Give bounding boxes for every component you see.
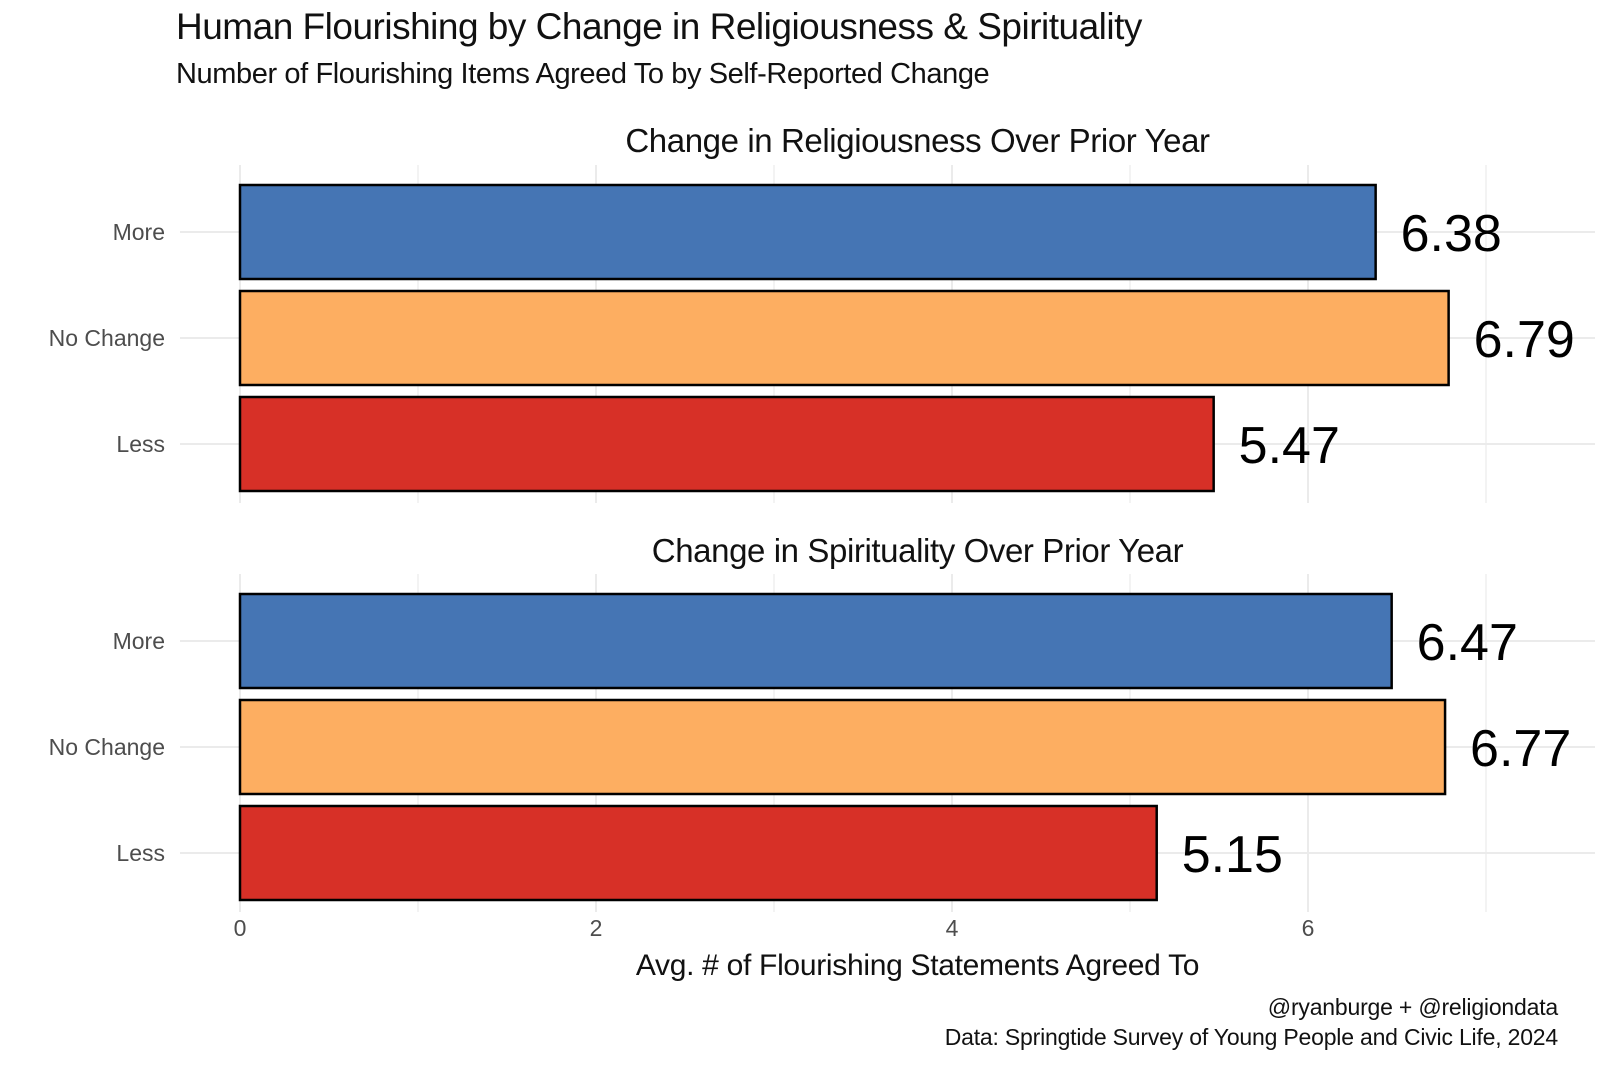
data-label: 5.15: [1182, 826, 1283, 884]
x-tick-label: 2: [590, 915, 603, 941]
category-label: Less: [116, 840, 165, 866]
category-label: No Change: [49, 734, 165, 760]
bar-more: [238, 183, 1377, 281]
chart-title: Human Flourishing by Change in Religious…: [176, 6, 1142, 47]
category-label: More: [113, 219, 165, 245]
category-label: More: [113, 628, 165, 654]
bar-less: [238, 395, 1215, 493]
x-axis-title: Avg. # of Flourishing Statements Agreed …: [636, 949, 1199, 982]
data-label: 6.79: [1474, 311, 1575, 369]
caption-source: Data: Springtide Survey of Young People …: [944, 1024, 1558, 1050]
category-label: Less: [116, 431, 165, 457]
bar-no-change: [238, 698, 1447, 796]
data-label: 6.47: [1417, 614, 1518, 672]
data-label: 6.77: [1470, 720, 1571, 778]
x-tick-label: 0: [234, 915, 247, 941]
bar-no-change: [238, 289, 1450, 387]
chart-subtitle: Number of Flourishing Items Agreed To by…: [176, 58, 990, 90]
panel-title: Change in Religiousness Over Prior Year: [625, 122, 1210, 159]
bar-more: [238, 592, 1393, 690]
x-tick-label: 6: [1302, 915, 1315, 941]
category-label: No Change: [49, 325, 165, 351]
data-label: 5.47: [1239, 417, 1340, 475]
data-label: 6.38: [1401, 205, 1502, 263]
panel-title: Change in Spirituality Over Prior Year: [652, 532, 1184, 569]
bar-less: [238, 804, 1158, 902]
x-tick-label: 4: [946, 915, 959, 941]
caption-credit: @ryanburge + @religiondata: [1267, 994, 1558, 1020]
